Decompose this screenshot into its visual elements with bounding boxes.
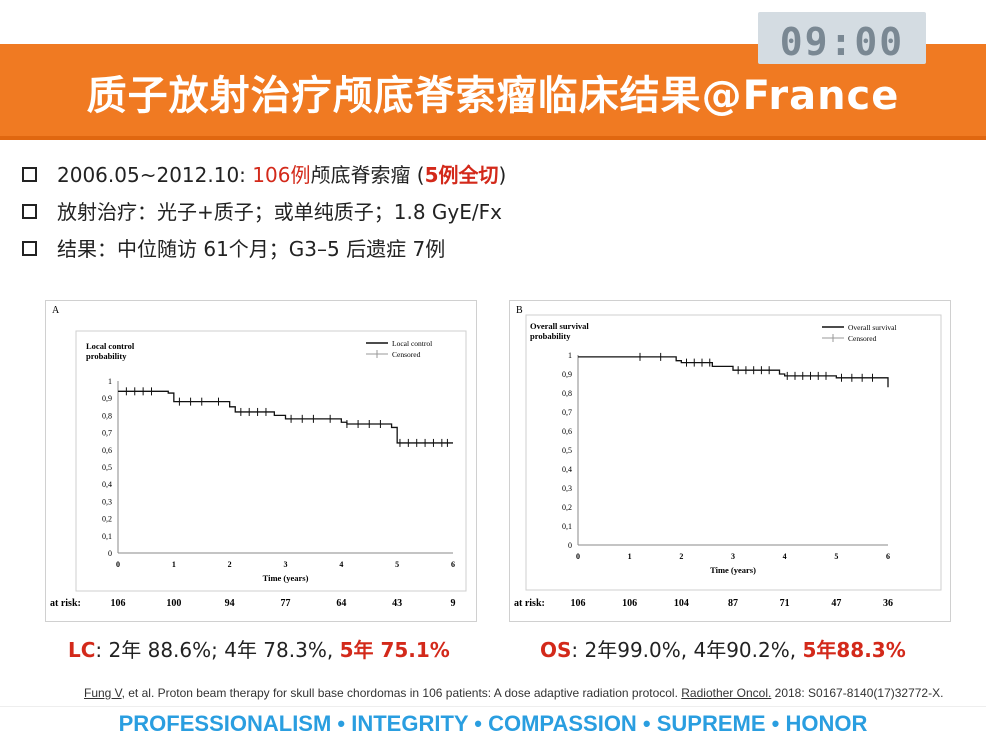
x-axis-label: Time (years) xyxy=(263,573,309,583)
y-tick-label: 0,7 xyxy=(102,429,112,438)
bullet-item: 结果：中位随访 61个月；G3–5 后遗症 7例 xyxy=(22,229,506,266)
at-risk-count: 36 xyxy=(883,598,893,609)
timer-display: 09:00 xyxy=(758,12,926,64)
at-risk-count: 94 xyxy=(225,598,235,609)
y-axis-label: Local control xyxy=(86,341,135,351)
y-axis-label: probability xyxy=(530,331,571,341)
x-tick-label: 0 xyxy=(576,552,580,561)
y-tick-label: 0,6 xyxy=(562,427,572,436)
bullet-item: 2006.05~2012.10: 106例颅底脊索瘤 (5例全切) xyxy=(22,155,506,192)
x-tick-label: 4 xyxy=(339,560,343,569)
y-tick-label: 0,5 xyxy=(562,446,572,455)
plot-frame xyxy=(75,330,467,592)
at-risk-count: 64 xyxy=(336,598,346,609)
timer-text: 09:00 xyxy=(779,20,905,64)
at-risk-count: 9 xyxy=(451,598,456,609)
at-risk-count: 106 xyxy=(571,598,586,609)
footer-bar: PROFESSIONALISM • INTEGRITY • COMPASSION… xyxy=(0,706,986,740)
bullet-box-icon xyxy=(22,167,37,182)
y-tick-label: 0,2 xyxy=(102,515,112,524)
panel-letter: A xyxy=(52,305,60,316)
at-risk-count: 43 xyxy=(392,598,402,609)
x-tick-label: 3 xyxy=(731,552,735,561)
at-risk-count: 47 xyxy=(831,598,841,609)
x-tick-label: 0 xyxy=(116,560,120,569)
bullet-text: 2006.05~2012.10: 106例颅底脊索瘤 (5例全切) xyxy=(57,163,507,187)
panel-letter: B xyxy=(516,305,523,316)
at-risk-count: 87 xyxy=(728,598,738,609)
y-tick-label: 0,1 xyxy=(562,522,572,531)
y-tick-label: 0,9 xyxy=(102,394,112,403)
y-tick-label: 0 xyxy=(568,541,572,550)
footer-motto: PROFESSIONALISM • INTEGRITY • COMPASSION… xyxy=(118,711,868,736)
bullet-text: 放射治疗：光子+质子；或单纯质子；1.8 GyE/Fx xyxy=(57,200,502,224)
y-tick-label: 0,3 xyxy=(562,484,572,493)
plot-frame xyxy=(525,314,942,591)
x-axis-label: Time (years) xyxy=(710,565,756,575)
bullet-box-icon xyxy=(22,241,37,256)
x-tick-label: 2 xyxy=(228,560,232,569)
y-tick-label: 0,1 xyxy=(102,532,112,541)
y-tick-label: 0,2 xyxy=(562,503,572,512)
y-tick-label: 0,8 xyxy=(562,389,572,398)
bullet-text: 结果：中位随访 61个月；G3–5 后遗症 7例 xyxy=(57,237,446,261)
x-tick-label: 5 xyxy=(834,552,838,561)
y-tick-label: 1 xyxy=(108,377,112,386)
y-tick-label: 1 xyxy=(568,351,572,360)
x-tick-label: 1 xyxy=(172,560,176,569)
y-tick-label: 0,4 xyxy=(562,465,572,474)
legend-label: Local control xyxy=(392,339,432,348)
x-tick-label: 4 xyxy=(783,552,787,561)
chart-panel-b: B Overall survival probability 0 0,1 0,2 0,3 0,… xyxy=(509,300,951,622)
survival-step-line xyxy=(578,356,889,388)
legend-label: Censored xyxy=(392,350,421,359)
y-tick-label: 0 xyxy=(108,549,112,558)
y-axis-label: Overall survival xyxy=(530,321,589,331)
at-risk-count: 104 xyxy=(674,598,689,609)
survival-step-line xyxy=(118,390,453,444)
y-tick-label: 0,8 xyxy=(102,411,112,420)
bullet-item: 放射治疗：光子+质子；或单纯质子；1.8 GyE/Fx xyxy=(22,192,506,229)
at-risk-label: at risk: xyxy=(514,598,545,609)
at-risk-label: at risk: xyxy=(50,598,81,609)
at-risk-count: 100 xyxy=(166,598,181,609)
legend-label: Overall survival xyxy=(848,323,897,332)
y-tick-label: 0,3 xyxy=(102,497,112,506)
y-tick-label: 0,5 xyxy=(102,463,112,472)
os-summary: OS: 2年99.0%, 4年90.2%, 5年88.3% xyxy=(540,638,906,662)
y-axis-label: probability xyxy=(86,351,127,361)
at-risk-count: 106 xyxy=(111,598,126,609)
x-tick-label: 5 xyxy=(395,560,399,569)
bullet-box-icon xyxy=(22,204,37,219)
x-tick-label: 1 xyxy=(628,552,632,561)
at-risk-count: 106 xyxy=(622,598,637,609)
x-tick-label: 6 xyxy=(886,552,890,561)
citation: Fung V, et al. Proton beam therapy for s… xyxy=(84,686,944,700)
x-tick-label: 2 xyxy=(679,552,683,561)
y-tick-label: 0,7 xyxy=(562,408,572,417)
x-tick-label: 3 xyxy=(284,560,288,569)
x-tick-label: 6 xyxy=(451,560,455,569)
y-tick-label: 0,6 xyxy=(102,446,112,455)
chart-panel-a: A Local control probability 0 0,1 0,2 0,3 0,4 0,… xyxy=(45,300,477,622)
at-risk-count: 71 xyxy=(780,598,790,609)
y-tick-label: 0,9 xyxy=(562,370,572,379)
slide-title: 质子放射治疗颅底脊索瘤临床结果@France xyxy=(86,73,900,119)
y-tick-label: 0,4 xyxy=(102,480,112,489)
at-risk-count: 77 xyxy=(281,598,291,609)
legend-label: Censored xyxy=(848,334,877,343)
bullet-list: 2006.05~2012.10: 106例颅底脊索瘤 (5例全切) 放射治疗：光… xyxy=(22,155,506,266)
lc-summary: LC: 2年 88.6%; 4年 78.3%, 5年 75.1% xyxy=(68,638,450,662)
